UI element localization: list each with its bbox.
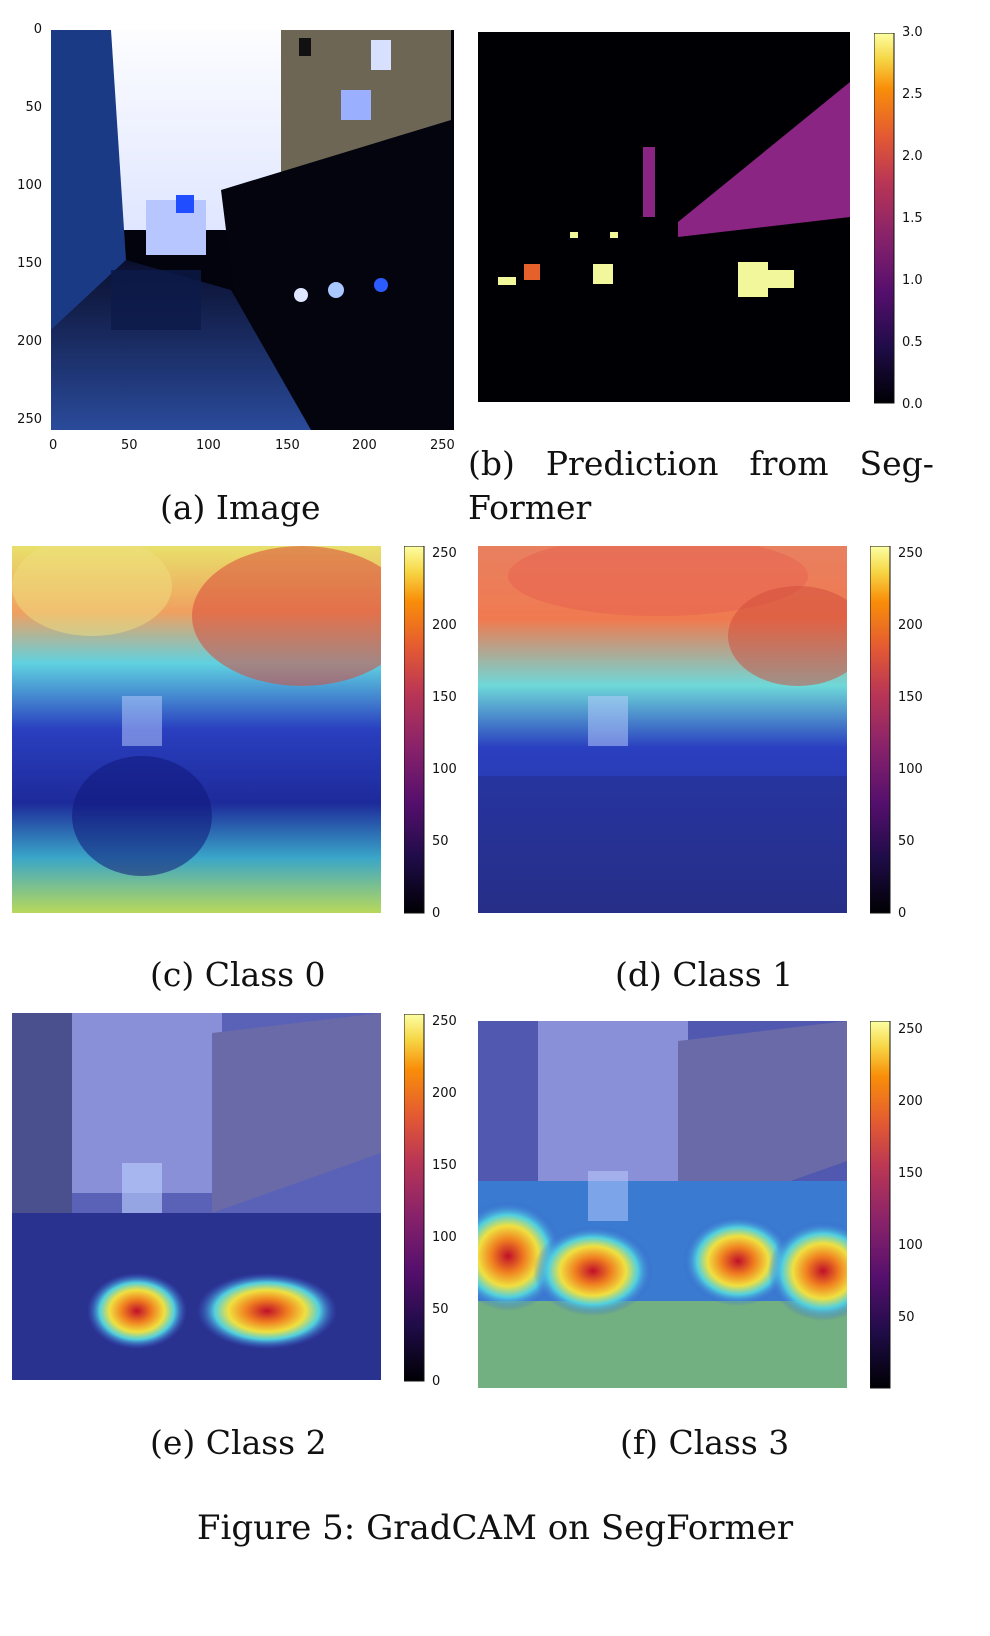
colorbar-e [404, 1014, 425, 1382]
tick-label: 1.0 [902, 273, 923, 288]
tick-label: 1.5 [902, 211, 923, 226]
tick-label: 100 [196, 438, 221, 453]
tick-label: 100 [898, 762, 923, 777]
tick-label: 50 [898, 1310, 915, 1325]
tick-label: 50 [121, 438, 138, 453]
tick-label: 150 [275, 438, 300, 453]
tick-label: 3.0 [902, 25, 923, 40]
caption-a: (a) Image [160, 488, 321, 527]
tick-label: 250 [432, 1014, 457, 1029]
gradcam-heatmap-class-2 [12, 1013, 381, 1380]
tick-label: 50 [432, 834, 449, 849]
tick-label: 200 [898, 618, 923, 633]
colorbar-f [870, 1021, 891, 1389]
tick-label: 2.5 [902, 87, 923, 102]
caption-d: (d) Class 1 [615, 955, 794, 994]
gradcam-heatmap-class-0 [12, 546, 381, 913]
gradcam-heatmap-class-1 [478, 546, 847, 913]
caption-b-word: Seg- [859, 444, 934, 483]
caption-b-line1: (b) Prediction from Seg- [468, 444, 934, 483]
tick-label: 250 [432, 546, 457, 561]
tick-label: 100 [898, 1238, 923, 1253]
street-image [51, 30, 454, 430]
colorbar-b [874, 33, 895, 404]
caption-b-line2: Former [468, 488, 592, 527]
tick-label: 250 [17, 412, 42, 427]
colorbar-d [870, 546, 891, 914]
tick-label: 0 [33, 22, 42, 37]
tick-label: 150 [898, 1166, 923, 1181]
tick-label: 100 [17, 178, 42, 193]
tick-label: 150 [432, 1158, 457, 1173]
caption-e: (e) Class 2 [150, 1423, 327, 1462]
tick-label: 50 [432, 1302, 449, 1317]
tick-label: 200 [432, 1086, 457, 1101]
tick-label: 250 [430, 438, 455, 453]
tick-label: 0 [432, 1374, 441, 1389]
segmentation-map [478, 32, 850, 402]
tick-label: 200 [432, 618, 457, 633]
figure-caption: Figure 5: GradCAM on SegFormer [196, 1508, 794, 1548]
caption-c: (c) Class 0 [150, 955, 326, 994]
tick-label: 150 [432, 690, 457, 705]
tick-label: 2.0 [902, 149, 923, 164]
tick-label: 200 [17, 334, 42, 349]
tick-label: 200 [898, 1094, 923, 1109]
tick-label: 200 [352, 438, 377, 453]
tick-label: 150 [17, 256, 42, 271]
tick-label: 100 [432, 762, 457, 777]
tick-label: 0 [49, 438, 58, 453]
tick-label: 50 [898, 834, 915, 849]
caption-b-word: (b) [468, 444, 515, 483]
tick-label: 250 [898, 1022, 923, 1037]
y-axis-ticks: 0 50 100 150 200 250 [17, 22, 50, 430]
tick-label: 0 [898, 906, 907, 921]
tick-label: 0.0 [902, 397, 923, 412]
tick-label: 50 [25, 100, 42, 115]
gradcam-heatmap-class-3 [478, 1021, 847, 1388]
colorbar-c [404, 546, 425, 914]
tick-label: 0.5 [902, 335, 923, 350]
tick-label: 250 [898, 546, 923, 561]
caption-f: (f) Class 3 [620, 1423, 790, 1462]
tick-label: 150 [898, 690, 923, 705]
caption-b-word: from [749, 444, 829, 483]
tick-label: 0 [432, 906, 441, 921]
tick-label: 100 [432, 1230, 457, 1245]
caption-b-word: Prediction [545, 444, 719, 483]
